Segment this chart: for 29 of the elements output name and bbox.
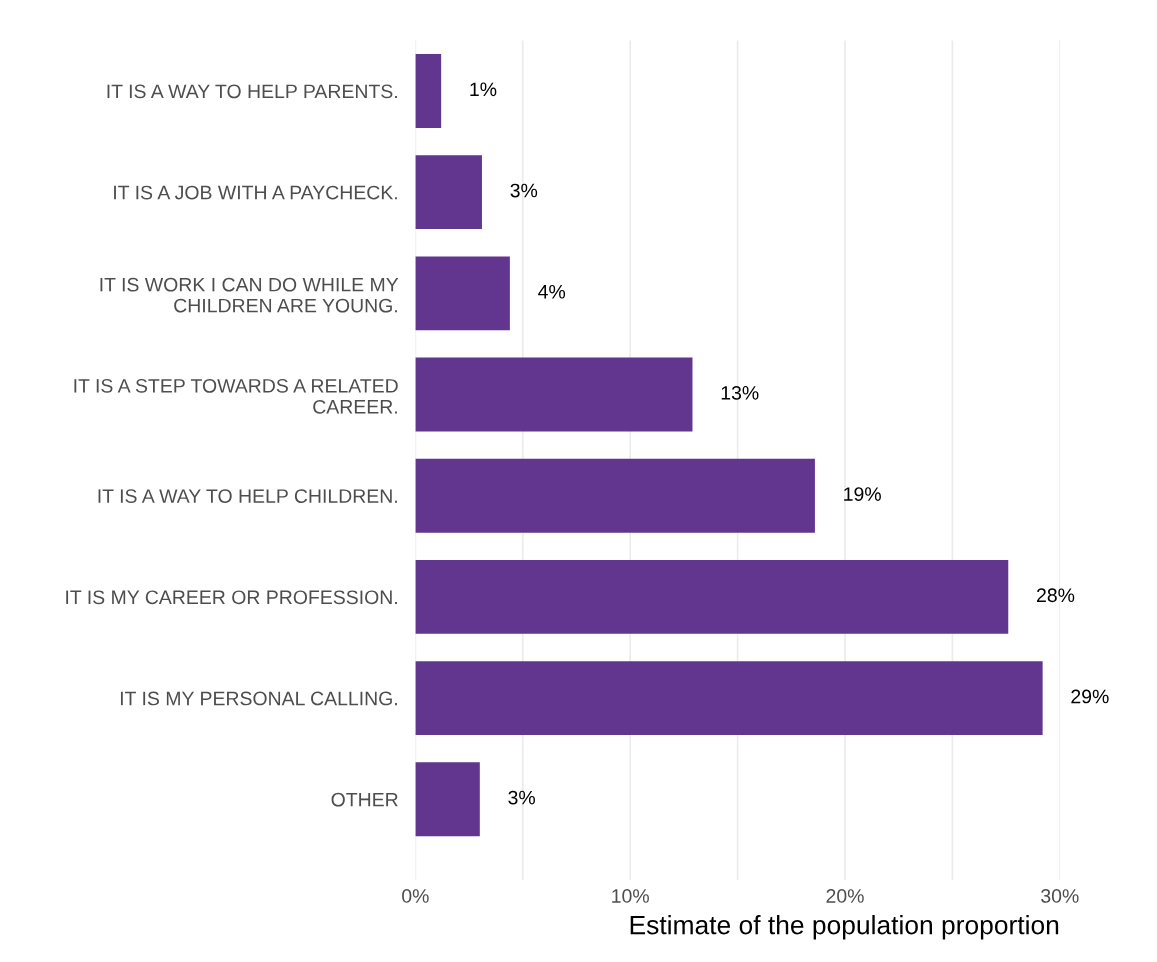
data-label: 3% bbox=[508, 790, 535, 805]
x-tick-label: 10% bbox=[612, 889, 649, 903]
bar bbox=[415, 559, 1009, 634]
y-tick-label: IT IS A WAY TO HELP PARENTS. bbox=[107, 84, 397, 99]
data-label: 28% bbox=[1037, 588, 1075, 603]
data-label: 3% bbox=[510, 183, 538, 198]
bar bbox=[415, 458, 815, 533]
data-label: 1% bbox=[470, 82, 497, 97]
x-tick-label: 0% bbox=[402, 889, 429, 903]
bar bbox=[415, 357, 693, 432]
y-tick-label: IT IS WORK I CAN DO WHILE MY CHILDREN ARE YOUNG. bbox=[100, 277, 399, 313]
x-tick-label: 30% bbox=[1041, 889, 1079, 903]
x-axis-title: Estimate of the population proportion bbox=[630, 915, 1059, 940]
y-tick-label: IT IS MY PERSONAL CALLING. bbox=[120, 691, 397, 706]
x-tick-label: 20% bbox=[826, 889, 864, 903]
data-label: 19% bbox=[844, 487, 881, 501]
bar bbox=[415, 762, 480, 837]
y-tick-label: IT IS MY CAREER OR PROFESSION. bbox=[66, 590, 397, 605]
data-label: 29% bbox=[1071, 689, 1109, 704]
bar bbox=[415, 54, 442, 128]
bar bbox=[415, 256, 510, 331]
data-label: 13% bbox=[721, 386, 759, 400]
bar bbox=[415, 155, 482, 230]
y-tick-label: IT IS A WAY TO HELP CHILDREN. bbox=[98, 489, 397, 503]
y-tick-label: IT IS A STEP TOWARDS A RELATED CAREER. bbox=[74, 378, 398, 414]
bar bbox=[415, 661, 1043, 736]
data-label: 4% bbox=[538, 284, 566, 299]
y-tick-label: IT IS A JOB WITH A PAYCHECK. bbox=[114, 185, 397, 200]
y-tick-label: OTHER bbox=[331, 792, 398, 807]
